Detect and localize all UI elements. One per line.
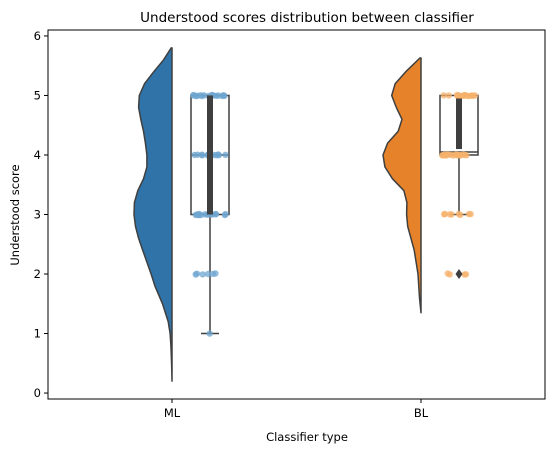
y-tick-label: 1 bbox=[34, 327, 41, 341]
ml-data-point bbox=[192, 271, 199, 278]
ml-data-point bbox=[222, 151, 229, 158]
ml-data-point bbox=[197, 211, 205, 219]
ml-data-point bbox=[220, 92, 227, 99]
y-axis-label: Understood score bbox=[8, 164, 22, 265]
ml-data-point bbox=[206, 330, 213, 337]
bl-outlier bbox=[455, 269, 463, 280]
ml-data-point bbox=[190, 91, 197, 99]
ml-data-point bbox=[212, 270, 219, 277]
y-tick-label: 0 bbox=[34, 386, 41, 400]
bl-data-point bbox=[465, 210, 473, 218]
ml-data-point bbox=[199, 152, 206, 159]
x-tick-label: ML bbox=[164, 406, 181, 420]
y-tick-label: 4 bbox=[34, 148, 41, 162]
ml-data-point bbox=[215, 151, 222, 158]
bl-data-point bbox=[441, 211, 448, 218]
bl-data-point bbox=[444, 270, 451, 277]
ml-data-point bbox=[191, 151, 198, 159]
bl-centre-bar bbox=[456, 98, 462, 150]
y-tick-label: 3 bbox=[34, 208, 41, 222]
bl-violin bbox=[382, 57, 422, 314]
ml-data-point bbox=[199, 271, 206, 278]
bl-data-point bbox=[440, 92, 447, 99]
ml-violin bbox=[133, 47, 173, 382]
bl-data-point bbox=[461, 151, 468, 159]
ml-data-point bbox=[204, 270, 212, 278]
ml-data-point bbox=[222, 210, 229, 218]
bl-data-point bbox=[455, 210, 462, 218]
bl-data-point bbox=[468, 92, 476, 99]
bl-data-point bbox=[445, 92, 452, 99]
bl-data-point bbox=[454, 92, 462, 100]
y-tick-label: 5 bbox=[34, 88, 41, 102]
y-tick-label: 2 bbox=[34, 267, 41, 281]
x-axis-label: Classifier type bbox=[266, 430, 348, 444]
bl-data-point bbox=[442, 152, 450, 159]
x-tick-label: BL bbox=[414, 406, 429, 420]
bl-data-point bbox=[461, 271, 468, 278]
bl-data-point bbox=[446, 211, 453, 218]
y-tick-label: 6 bbox=[34, 29, 41, 43]
bl-data-point bbox=[456, 151, 464, 159]
ml-data-point bbox=[198, 92, 206, 100]
ml-centre-bar bbox=[207, 95, 213, 215]
bl-data-point bbox=[461, 91, 469, 99]
chart-title: Understood scores distribution between c… bbox=[140, 10, 474, 26]
plot-frame bbox=[47, 29, 546, 400]
ml-data-point bbox=[192, 211, 199, 219]
